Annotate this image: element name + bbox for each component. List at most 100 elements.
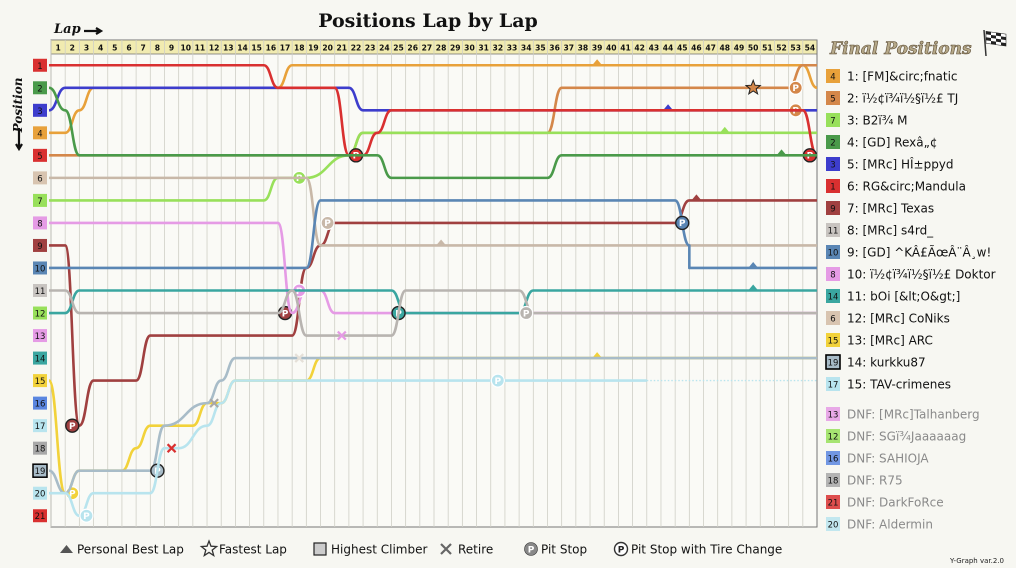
legend-item: Highest Climber (313, 542, 427, 557)
svg-text:P: P (324, 219, 331, 229)
lap-tick-label: 10 (180, 44, 191, 53)
final-position-box (826, 377, 840, 391)
svg-text:P: P (282, 309, 289, 319)
lap-tick-label: 54 (805, 44, 816, 53)
personal-best-marker (436, 239, 447, 246)
start-position-box (33, 193, 47, 207)
lap-tick-label: 44 (663, 44, 674, 53)
lap-tick-label: 42 (634, 44, 645, 53)
lap-tick-label: 9 (169, 44, 174, 53)
start-position-box (33, 351, 47, 365)
svg-text:P: P (528, 545, 535, 555)
legend-item: Retire (440, 543, 493, 557)
start-number: 2 (830, 139, 835, 149)
final-position-label: 15: TAV-crimenes (847, 378, 951, 392)
lap-tick-label: 22 (351, 44, 362, 53)
start-number: 6 (830, 315, 835, 325)
start-position-box (33, 284, 47, 297)
position-tick-label: 3 (37, 107, 42, 117)
lap-tick-label: 35 (535, 44, 546, 53)
lap-tick-label: 49 (734, 44, 745, 53)
position-tick-label: 8 (37, 219, 42, 229)
series-line (49, 176, 817, 247)
final-position-label: 9: [GD] ^KÂ£ÃœÂ¨Â¸w! (847, 245, 991, 260)
final-position-box (826, 179, 840, 193)
lap-tick-label: 33 (507, 44, 518, 53)
dnf-row: 20 DNF: Aldermin (826, 517, 933, 532)
position-tick-label: 12 (35, 310, 46, 320)
position-tick-label: 14 (35, 355, 46, 365)
start-position-box (33, 396, 47, 410)
retire-marker (294, 353, 305, 363)
pit-tire-icon (613, 541, 629, 557)
start-number: 21 (828, 499, 839, 509)
lap-tick-label: 43 (649, 44, 660, 53)
final-position-label: 2: ï½¢ï¾ï½§ï½£ TJ (847, 92, 958, 106)
position-tick-label: 21 (35, 512, 46, 522)
dnf-row: 12 DNF: SGï¾Jaaaaaag (826, 429, 966, 444)
final-position-row: 3 5: [MRc] HÎ±ppyd (826, 157, 954, 172)
dnf-label: DNF: [MRc]Talhanberg (847, 408, 980, 422)
pit-stop-marker: P (65, 418, 80, 433)
svg-text:P: P (69, 490, 76, 500)
lap-tick-label: 4 (98, 44, 103, 53)
lap-tick-label: 29 (450, 44, 461, 53)
lap-tick-label: 48 (720, 44, 731, 53)
y-axis-label: Position (11, 78, 25, 134)
final-position-row: 17 15: TAV-crimenes (826, 377, 951, 392)
pit-stop-marker: P (79, 508, 94, 523)
start-position-box (33, 486, 47, 500)
lap-tick-label: 34 (521, 44, 532, 53)
final-position-label: 11: bOi [&lt;O&gt;] (847, 290, 960, 304)
position-arrow-icon (15, 128, 23, 152)
final-position-row: 14 11: bOi [&lt;O&gt;] (826, 289, 960, 304)
version-label: Y-Graph var.2.0 (949, 557, 1004, 565)
final-positions-title: Final Positions (829, 39, 972, 59)
final-position-box (825, 354, 841, 370)
final-position-label: 6: RG&circ;Mandula (847, 180, 966, 194)
dnf-box (826, 495, 840, 509)
lap-tick-label: 37 (563, 44, 574, 53)
x-axis-label: Lap (53, 22, 81, 37)
checkered-flag-icon (983, 29, 1007, 57)
dnf-box (826, 407, 840, 421)
lap-tick-label: 30 (464, 44, 475, 53)
lap-tick-label: 28 (436, 44, 447, 53)
start-number: 18 (828, 477, 839, 487)
chart-title: Positions Lap by Lap (318, 10, 538, 32)
final-position-box (826, 289, 840, 303)
svg-text:P: P (792, 84, 799, 94)
lap-tick-label: 27 (422, 44, 433, 53)
dnf-row: 16 DNF: SAHIOJA (826, 451, 929, 466)
start-number: 9 (830, 205, 835, 215)
personal-best-marker (663, 104, 674, 111)
legend-label: Pit Stop with Tire Change (631, 543, 782, 557)
fastest-lap-marker (744, 78, 762, 96)
final-position-row: 15 13: [MRc] ARC (826, 333, 933, 348)
start-number: 1 (830, 183, 835, 193)
final-position-row: 7 3: B2ï¾ M (826, 113, 908, 128)
start-position-box (33, 171, 47, 185)
final-position-box (826, 135, 840, 149)
start-position-box (33, 148, 47, 162)
lap-tick-label: 40 (606, 44, 617, 53)
lap-tick-label: 12 (209, 44, 220, 53)
svg-text:P: P (523, 309, 530, 319)
legend-item: P Pit Stop (524, 542, 587, 557)
personal-best-marker (691, 194, 702, 201)
start-number: 15 (828, 337, 839, 347)
lap-tick-label: 3 (84, 44, 89, 53)
final-position-row: 19 14: kurkku87 (825, 354, 926, 370)
lap-tick-label: 6 (126, 44, 131, 53)
legend-label: Pit Stop (541, 543, 587, 557)
lap-tick-label: 23 (365, 44, 376, 53)
legend-label: Personal Best Lap (77, 543, 184, 557)
legend-label: Retire (458, 543, 493, 557)
legend-label: Highest Climber (331, 543, 427, 557)
svg-text:P: P (83, 512, 90, 522)
lap-tick-label: 19 (308, 44, 319, 53)
lap-tick-label: 24 (379, 44, 390, 53)
plot-area: 1 2 3 4 5 6 7 8 9 10 11 12 13 14 15 16 17 18 19 20 21 22 23 24 2… (32, 39, 819, 528)
lap-tick-label: 38 (578, 44, 589, 53)
